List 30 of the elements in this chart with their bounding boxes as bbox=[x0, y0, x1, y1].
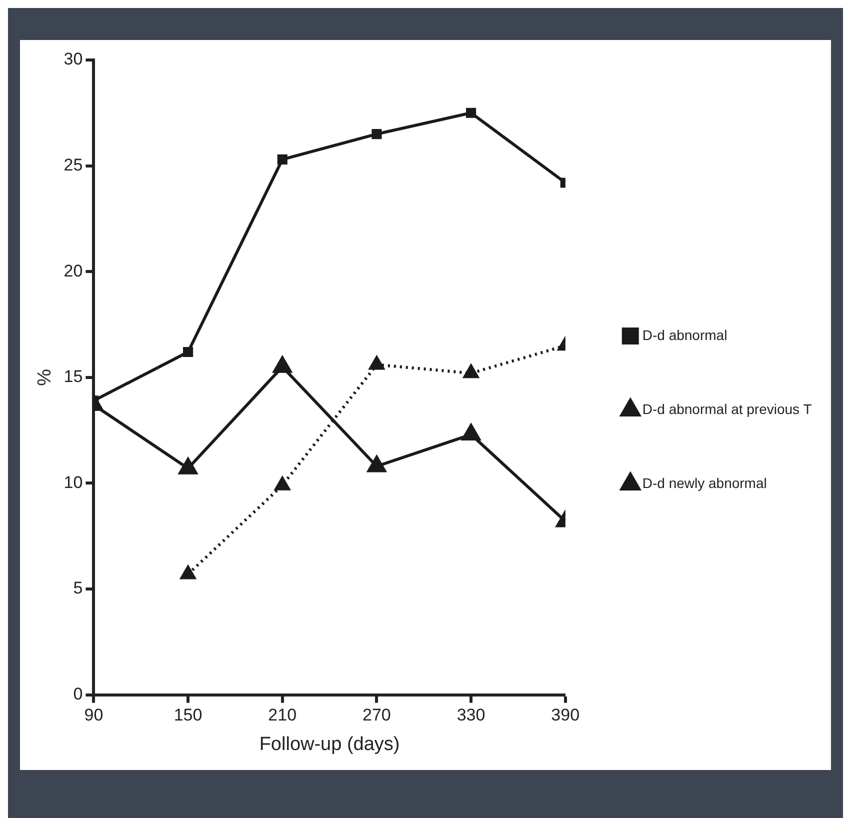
x-axis-title: Follow-up (days) bbox=[259, 734, 400, 755]
x-tick-label: 150 bbox=[174, 706, 202, 725]
point bbox=[273, 356, 292, 373]
point bbox=[274, 476, 290, 490]
y-axis-title: % bbox=[34, 368, 56, 386]
point bbox=[180, 566, 196, 580]
point bbox=[367, 456, 386, 472]
point bbox=[277, 154, 288, 164]
point bbox=[372, 129, 382, 140]
point bbox=[462, 424, 480, 441]
legend-label: D-d abnormal bbox=[642, 326, 728, 343]
point bbox=[183, 346, 194, 358]
y-tick-label: 15 bbox=[64, 367, 83, 386]
x-tick-label: 90 bbox=[84, 706, 104, 725]
point bbox=[463, 364, 479, 378]
x-tick-label: 330 bbox=[456, 706, 486, 725]
x-tick-label: 270 bbox=[362, 706, 391, 725]
y-tick-label: 20 bbox=[64, 261, 83, 280]
x-tick-label: 210 bbox=[268, 706, 297, 725]
legend-label: D-d newly abnormal bbox=[642, 474, 767, 491]
y-tick-label: 10 bbox=[64, 472, 83, 492]
y-tick-label: 30 bbox=[64, 50, 83, 69]
legend-label: D-d abnormal at previous T bbox=[642, 400, 812, 417]
point bbox=[369, 356, 384, 370]
x-tick-label: 390 bbox=[551, 706, 580, 725]
y-tick-label: 0 bbox=[73, 684, 83, 704]
y-tick-label: 5 bbox=[73, 578, 83, 598]
y-tick-label: 25 bbox=[64, 155, 83, 174]
point bbox=[178, 458, 198, 474]
point bbox=[466, 108, 476, 118]
